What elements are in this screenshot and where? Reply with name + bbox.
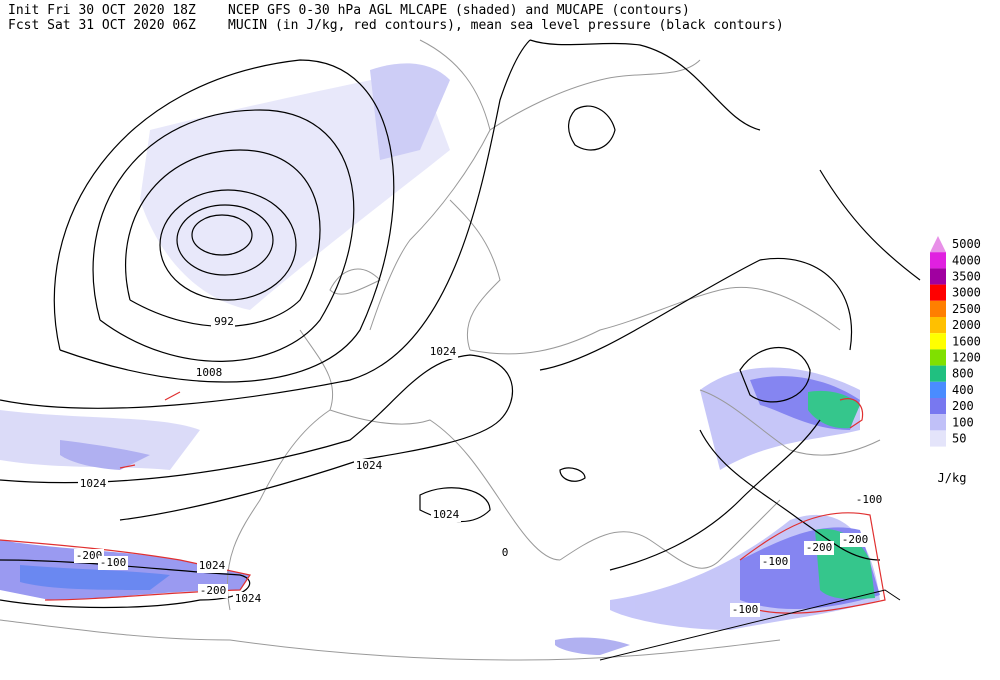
pressure-label: 992 (214, 315, 234, 328)
legend-label: 2500 (952, 302, 981, 316)
legend-label: 50 (952, 432, 966, 446)
legend-label: 1600 (952, 334, 981, 348)
pressure-label: 1024 (433, 508, 460, 521)
cin-label: -100 (762, 555, 789, 568)
legend-swatch (930, 398, 946, 415)
pressure-label: 1024 (430, 345, 457, 358)
pressure-label: 1024 (80, 477, 107, 490)
legend-swatch (930, 430, 946, 447)
title: NCEP GFS 0-30 hPa AGL MLCAPE (shaded) an… (228, 3, 690, 18)
map-boundary (599, 589, 901, 661)
cin-label: -200 (842, 533, 869, 546)
pressure-label: 1024 (356, 459, 383, 472)
cin-label: -100 (100, 556, 127, 569)
cin-label: -200 (76, 549, 103, 562)
cin-contours (0, 391, 886, 614)
cin-labels: -200 -100 -200 -100 -200 -200 -100 -100 (74, 493, 884, 617)
legend-swatch (930, 317, 946, 334)
legend-swatch (930, 414, 946, 431)
legend-swatch (930, 268, 946, 285)
legend-swatch (930, 252, 946, 269)
legend-label: 2000 (952, 318, 981, 332)
legend-label: 3500 (952, 270, 981, 284)
pressure-label: 0 (502, 546, 509, 559)
legend-label: 3000 (952, 286, 981, 300)
cin-label: -100 (856, 493, 883, 506)
legend-unit: J/kg (938, 471, 967, 485)
pressure-labels: 992 1008 1024 1024 1024 1024 1024 1024 0 (78, 315, 508, 606)
legend-label: 800 (952, 367, 974, 381)
cin-label: -200 (200, 584, 227, 597)
legend-label: 1200 (952, 351, 981, 365)
legend-label: 200 (952, 399, 974, 413)
pressure-label: 1024 (235, 592, 262, 605)
legend-label: 4000 (952, 253, 981, 267)
coastlines (0, 39, 881, 661)
init-time: Init Fri 30 OCT 2020 18Z (8, 3, 196, 18)
cin-label: -100 (732, 603, 759, 616)
legend-swatch (930, 333, 946, 350)
legend-swatch (930, 284, 946, 301)
cin-label: -200 (806, 541, 833, 554)
legend-swatch (930, 300, 946, 317)
legend-label: 5000 (952, 237, 981, 251)
isobars (0, 39, 921, 609)
legend-swatch (930, 236, 946, 253)
legend-label: 100 (952, 415, 974, 429)
legend-swatch (930, 349, 946, 366)
legend-swatch (930, 365, 946, 382)
forecast-time: Fcst Sat 31 OCT 2020 06Z (8, 18, 196, 33)
legend-swatch (930, 381, 946, 398)
pressure-label: 1024 (199, 559, 226, 572)
legend-label: 400 (952, 383, 974, 397)
subtitle: MUCIN (in J/kg, red contours), mean sea … (228, 18, 784, 33)
pressure-label: 1008 (196, 366, 223, 379)
legend: 5000 4000 3500 3000 2500 2000 1600 1200 800 400 20… (930, 236, 981, 447)
